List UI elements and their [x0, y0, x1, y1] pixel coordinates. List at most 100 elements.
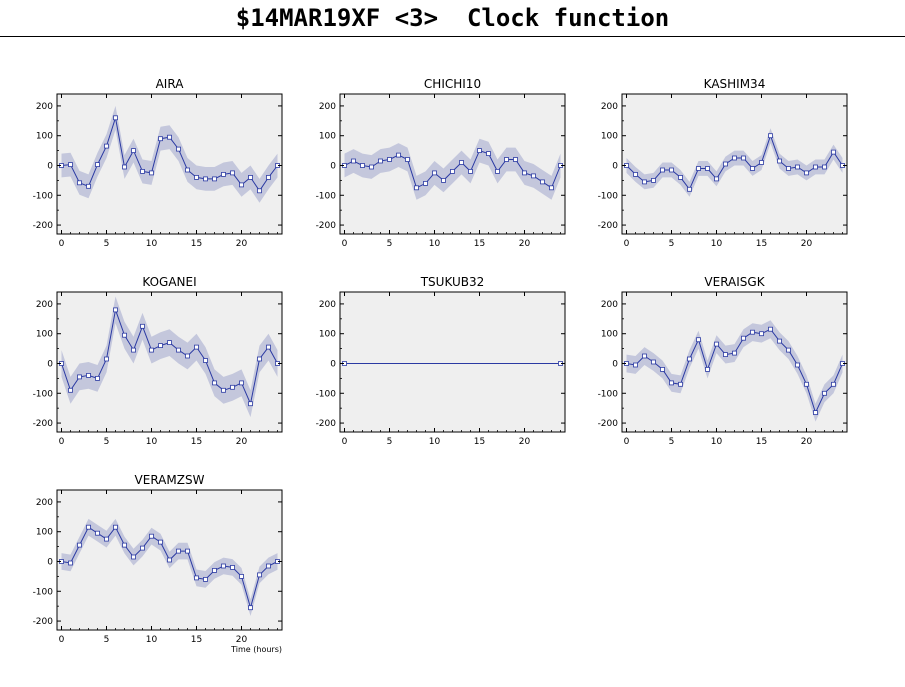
data-point	[786, 166, 791, 171]
x-tick-label: 0	[59, 239, 65, 249]
data-point	[696, 166, 701, 171]
data-point	[248, 174, 253, 180]
y-tick-label: -200	[598, 419, 619, 429]
x-tick-label: 20	[519, 437, 531, 447]
data-point	[768, 326, 773, 332]
data-point	[387, 157, 392, 162]
data-point	[68, 162, 73, 168]
plot-background	[340, 292, 565, 432]
data-point	[831, 149, 836, 155]
data-point	[414, 185, 419, 191]
y-tick-label: -100	[316, 191, 337, 201]
data-point	[230, 384, 235, 390]
data-point	[86, 372, 91, 378]
x-axis-label: Time (hours)	[230, 645, 282, 654]
x-tick-label: 20	[236, 239, 248, 249]
data-point	[77, 374, 82, 380]
data-point	[369, 164, 374, 170]
x-tick-label: 5	[387, 437, 393, 447]
y-tick-label: 200	[601, 300, 618, 310]
y-tick-label: -200	[33, 617, 54, 627]
data-point	[723, 352, 728, 358]
page-title: $14MAR19XF <3> Clock function	[235, 4, 670, 32]
data-point	[477, 148, 482, 154]
data-point	[831, 381, 836, 387]
data-point	[804, 381, 809, 387]
x-tick-label: 20	[519, 239, 531, 249]
x-tick-label: 10	[429, 437, 441, 447]
chart-panel-tsukub32: 0 5 10 15 20 -200 -100 0 100 200 TSUKUB32	[316, 275, 566, 447]
chart-panel-chichi10: 0 5 10 15 20 -200 -100 0 100 200 CHICHI10	[316, 77, 566, 249]
data-point	[221, 563, 226, 569]
data-point	[257, 572, 262, 578]
chart-panel-koganei: 0 5 10 15 20 -200 -100 0 100 200 KOGANEI	[33, 275, 283, 447]
data-point	[651, 359, 656, 365]
data-point	[714, 341, 719, 347]
data-point	[230, 565, 235, 570]
data-point	[95, 162, 100, 168]
data-point	[131, 347, 136, 353]
chart-title: TSUKUB32	[420, 275, 485, 289]
data-point	[257, 356, 262, 362]
x-tick-label: 20	[801, 437, 813, 447]
data-point	[540, 179, 545, 185]
data-point	[714, 176, 719, 182]
y-tick-label: 100	[319, 132, 336, 142]
data-point	[795, 164, 800, 170]
data-point	[669, 380, 674, 386]
data-point	[822, 390, 827, 396]
data-point	[140, 168, 145, 174]
data-point	[786, 347, 791, 353]
x-tick-label: 10	[146, 635, 158, 645]
data-point	[360, 163, 365, 168]
data-point	[495, 168, 500, 174]
title-divider	[0, 36, 905, 37]
data-point	[633, 171, 638, 177]
data-point	[750, 166, 755, 171]
uncertainty-band	[626, 320, 843, 422]
data-point	[140, 545, 145, 551]
data-point	[813, 164, 818, 170]
data-point	[669, 167, 674, 173]
x-tick-label: 10	[711, 437, 723, 447]
data-point	[687, 356, 692, 362]
y-tick-label: -100	[33, 587, 54, 597]
data-point	[522, 170, 527, 176]
data-point	[405, 157, 410, 162]
data-point	[660, 167, 665, 173]
data-point	[131, 148, 136, 154]
data-point	[239, 380, 244, 386]
chart-title: VERAISGK	[704, 275, 765, 289]
x-tick-label: 0	[342, 239, 348, 249]
x-tick-label: 5	[104, 239, 110, 249]
data-point	[113, 307, 118, 313]
data-point	[122, 542, 127, 548]
data-point	[642, 353, 647, 359]
x-tick-label: 5	[104, 635, 110, 645]
data-point	[651, 177, 656, 183]
data-point	[266, 344, 271, 350]
y-tick-label: 100	[36, 330, 53, 340]
data-point	[176, 548, 181, 554]
x-tick-label: 10	[146, 437, 158, 447]
chart-panel-veramzsw: 0 5 10 15 20 -200 -100 0 100 200 VERAMZSW Time (hou…	[33, 473, 283, 654]
data-point	[732, 155, 737, 161]
data-point	[77, 180, 82, 186]
data-point	[185, 167, 190, 173]
y-tick-label: 0	[330, 359, 336, 369]
y-tick-label: 0	[47, 557, 53, 567]
data-point	[212, 176, 217, 182]
chart-panel-kashim34: 0 5 10 15 20 -200 -100 0 100 200 KASHIM34	[598, 77, 848, 249]
data-point	[531, 173, 536, 179]
data-point	[486, 151, 491, 157]
x-tick-label: 0	[59, 635, 65, 645]
data-point	[68, 387, 73, 393]
data-point	[633, 362, 638, 368]
chart-title: KOGANEI	[142, 275, 196, 289]
data-point	[804, 170, 809, 176]
x-tick-label: 0	[624, 239, 630, 249]
data-point	[113, 524, 118, 530]
x-tick-label: 15	[474, 239, 485, 249]
data-point	[239, 574, 244, 579]
data-point	[257, 188, 262, 194]
